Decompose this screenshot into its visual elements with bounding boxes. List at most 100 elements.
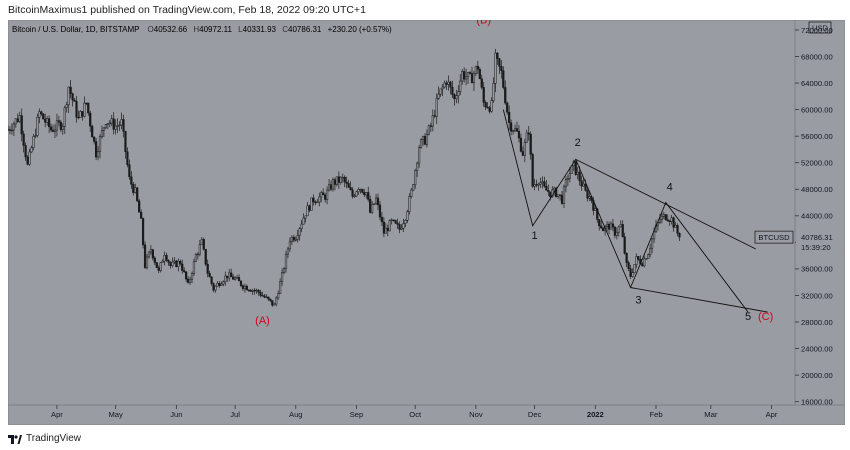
candle-body <box>151 249 154 259</box>
candle-body <box>145 256 149 268</box>
candle-body <box>423 136 427 145</box>
candle-body <box>271 300 274 306</box>
candle <box>463 67 466 83</box>
candle-body <box>382 221 385 234</box>
candle <box>339 175 342 185</box>
candle-body <box>662 214 665 217</box>
currency-badge-box[interactable] <box>808 21 832 34</box>
time-axis[interactable]: Apr May Jun Jul Aug Sep Oct Nov Dec 2022 Feb Mar Apr <box>51 405 778 419</box>
candle <box>453 93 456 106</box>
candle-body <box>355 191 358 197</box>
candle-body <box>255 289 258 292</box>
candle <box>670 214 673 225</box>
candle-body <box>216 283 219 287</box>
candle <box>455 89 458 104</box>
candle-body <box>480 78 483 88</box>
candle <box>210 276 213 286</box>
candle-body <box>34 135 37 137</box>
candle-body <box>222 281 225 285</box>
candle <box>26 155 29 166</box>
candle <box>286 246 290 259</box>
candle <box>194 252 198 262</box>
candle <box>492 77 495 103</box>
candle-body <box>347 183 350 188</box>
candle-body <box>617 226 620 233</box>
candle-body <box>660 215 663 220</box>
candle-body <box>429 125 432 127</box>
candle-body <box>672 217 675 228</box>
price-tick-label: 16000.00 <box>801 397 833 406</box>
candle <box>282 267 286 275</box>
candle <box>228 268 231 282</box>
candle <box>400 224 403 231</box>
candle-body <box>196 253 199 256</box>
candle-body <box>465 76 468 80</box>
author-name[interactable]: BitcoinMaximus1 <box>8 4 88 16</box>
candle <box>371 201 374 214</box>
candle <box>500 60 503 79</box>
candle <box>363 188 366 197</box>
candle <box>179 259 182 266</box>
candle-body <box>79 111 82 118</box>
candle-body <box>588 196 591 199</box>
candle-body <box>51 129 55 132</box>
candle-body <box>237 277 241 282</box>
candles-group <box>8 48 681 307</box>
candle-body <box>539 182 542 185</box>
price-axis[interactable]: 72000.00 68000.00 64000.00 60000.00 56000.00… <box>795 26 833 407</box>
candle <box>212 282 215 293</box>
candle <box>222 280 225 286</box>
candle-body <box>637 256 640 260</box>
candle <box>73 97 76 102</box>
candle-body <box>459 80 462 92</box>
candle-body <box>349 187 352 191</box>
candle <box>574 161 577 176</box>
candle-body <box>635 256 638 265</box>
candle-body <box>102 127 106 131</box>
candle <box>645 257 648 260</box>
candle <box>206 259 209 278</box>
candle-body <box>257 289 260 293</box>
candle-body <box>132 184 135 193</box>
candle-body <box>412 184 415 191</box>
tradingview-logo-text[interactable]: TradingView <box>26 433 82 444</box>
candle-body <box>12 123 15 131</box>
candle <box>100 125 104 139</box>
candle-body <box>488 107 491 112</box>
candle <box>18 111 21 124</box>
candle-body <box>175 260 178 267</box>
candle-body <box>312 197 315 203</box>
candle <box>382 217 385 238</box>
candle <box>316 198 319 204</box>
candle <box>576 167 579 180</box>
candle <box>145 254 149 270</box>
candle <box>598 219 601 231</box>
candle <box>106 122 109 130</box>
candlestick-chart[interactable]: Bitcoin / U.S. Dollar, 1D, BITSTAMP O405… <box>8 20 845 425</box>
candle-body <box>515 128 519 132</box>
candle-body <box>496 52 499 59</box>
candle <box>519 133 523 153</box>
candle-body <box>414 170 417 186</box>
time-tick-label: Jul <box>230 410 240 419</box>
candle-body <box>106 122 109 125</box>
candle <box>79 110 82 118</box>
candle-body <box>8 129 12 131</box>
candle <box>668 219 671 226</box>
candle-body <box>310 197 313 211</box>
candle-body <box>470 73 474 84</box>
candle-body <box>134 187 137 193</box>
price-tag-box <box>796 231 844 255</box>
candle-body <box>410 189 413 197</box>
candle <box>410 187 413 199</box>
candle <box>535 179 538 188</box>
candle <box>531 152 534 188</box>
candle-body <box>466 72 470 78</box>
chart-area[interactable] <box>8 20 845 425</box>
tradingview-logo-icon[interactable] <box>8 434 22 444</box>
candle-body <box>167 260 170 263</box>
candle <box>557 194 560 199</box>
candle-body <box>53 129 57 132</box>
candle-body <box>406 211 409 221</box>
candle <box>447 75 450 91</box>
